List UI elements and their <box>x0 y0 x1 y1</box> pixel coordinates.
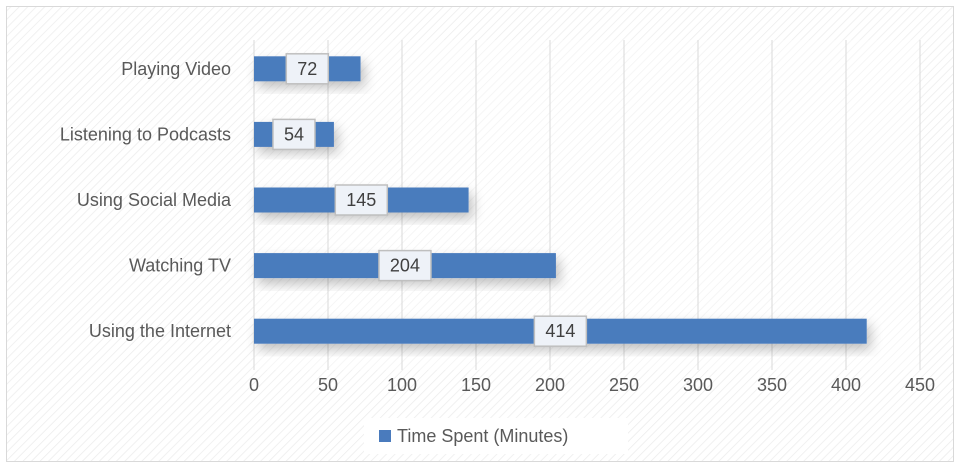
data-label: 145 <box>346 190 376 210</box>
x-tick-label: 0 <box>249 375 259 395</box>
data-label: 72 <box>297 59 317 79</box>
legend-label: Time Spent (Minutes) <box>397 426 568 446</box>
category-label: Watching TV <box>129 256 231 276</box>
data-label: 204 <box>390 256 420 276</box>
data-label-box <box>533 315 588 347</box>
x-tick-label: 450 <box>905 375 935 395</box>
data-label-box <box>378 249 432 282</box>
category-label: Using the Internet <box>89 321 231 341</box>
category-label: Playing Video <box>121 59 231 79</box>
x-tick-label: 250 <box>609 375 639 395</box>
x-tick-label: 400 <box>831 375 861 395</box>
x-tick-label: 200 <box>535 375 565 395</box>
legend-swatch <box>379 430 391 442</box>
data-label: 54 <box>284 124 304 144</box>
chart-background <box>7 7 953 461</box>
data-label-box <box>285 53 330 85</box>
legend-box <box>364 418 628 454</box>
x-tick-label: 300 <box>683 375 713 395</box>
x-tick-label: 150 <box>461 375 491 395</box>
data-label-box <box>272 118 316 151</box>
x-tick-label: 350 <box>757 375 787 395</box>
x-tick-label: 50 <box>318 375 338 395</box>
data-label-box <box>334 184 389 216</box>
x-tick-label: 100 <box>387 375 417 395</box>
category-label: Using Social Media <box>77 190 232 210</box>
data-label: 414 <box>545 321 575 341</box>
category-label: Listening to Podcasts <box>60 124 231 144</box>
